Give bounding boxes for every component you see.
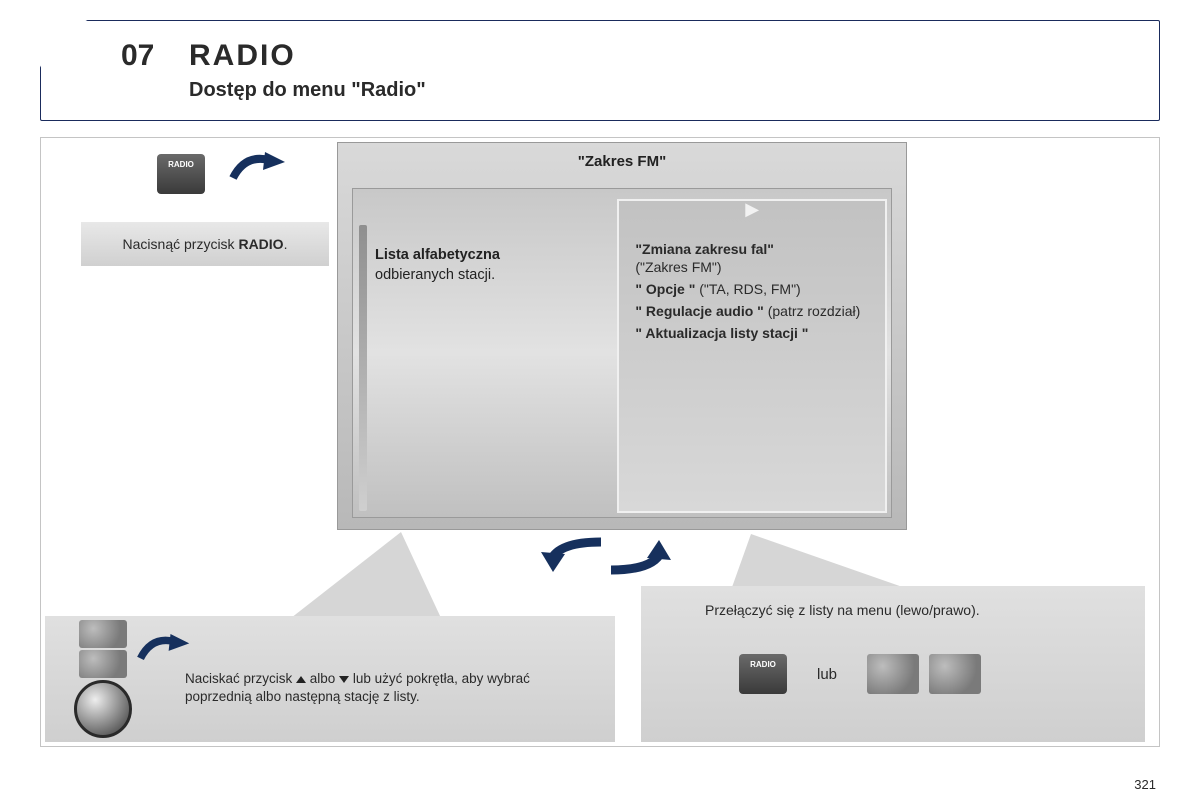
- opt4-bold: " Aktualizacja listy stacji ": [635, 325, 808, 341]
- left-panel-plain: odbieranych stacji.: [375, 267, 495, 283]
- c1-b: albo: [310, 671, 339, 686]
- section-number: 07: [121, 39, 154, 73]
- c1-a: Naciskać przycisk: [185, 671, 296, 686]
- page-subtitle: Dostęp do menu "Radio": [189, 79, 1135, 102]
- callout-switch-text: Przełączyć się z listy na menu (lewo/pra…: [705, 602, 980, 618]
- left-panel-bold: Lista alfabetyczna: [375, 247, 500, 263]
- callout-switch: Przełączyć się z listy na menu (lewo/pra…: [641, 586, 1145, 742]
- page-number: 321: [1134, 777, 1156, 792]
- button-icon: [79, 620, 127, 648]
- screen-title: "Zakres FM": [352, 153, 892, 170]
- screen-inner: Lista alfabetyczna odbieranych stacji. ▶…: [352, 188, 892, 518]
- left-button-icon: [867, 654, 919, 694]
- instruction-press-radio: Nacisnąć przycisk RADIO.: [81, 222, 329, 266]
- callout-pointer-icon: [291, 532, 451, 622]
- callout-dial: Naciskać przycisk albo lub użyć pokrętła…: [45, 616, 615, 742]
- controls-illustration: [73, 620, 133, 738]
- opt3-plain: (patrz rozdział): [768, 303, 861, 319]
- instr1-suffix: .: [284, 236, 288, 252]
- opt2-bold: " Opcje ": [635, 281, 699, 297]
- dial-icon: [74, 680, 132, 738]
- arrow-icon: [229, 152, 285, 184]
- triangle-down-icon: [339, 676, 349, 683]
- opt1-bold: "Zmiana zakresu fal": [635, 241, 774, 257]
- radio-button-label: RADIO: [168, 160, 194, 169]
- arrow-icon: [133, 634, 193, 664]
- button-icon: [79, 650, 127, 678]
- station-list-panel: Lista alfabetyczna odbieranych stacji.: [353, 189, 617, 517]
- header-box: 07 RADIO Dostęp do menu "Radio": [40, 20, 1160, 121]
- radio-button-icon: RADIO: [157, 154, 205, 194]
- triangle-up-icon: [296, 676, 306, 683]
- callout-dial-text: Naciskać przycisk albo lub użyć pokrętła…: [185, 670, 585, 706]
- opt2-plain: ("TA, RDS, FM"): [699, 281, 800, 297]
- instr1-prefix: Nacisnąć przycisk: [123, 236, 239, 252]
- main-diagram: RADIO Nacisnąć przycisk RADIO. "Zakres F…: [40, 137, 1160, 747]
- switch-arrows-icon: [531, 536, 681, 576]
- opt1-sub: ("Zakres FM"): [635, 259, 721, 275]
- radio-button-icon: RADIO: [739, 654, 787, 694]
- page-title: RADIO: [189, 39, 1135, 73]
- right-button-icon: [929, 654, 981, 694]
- play-icon: ▶: [745, 199, 759, 220]
- instr1-bold: RADIO: [238, 236, 283, 252]
- screen-mockup: "Zakres FM" Lista alfabetyczna odbierany…: [337, 142, 907, 530]
- menu-panel: ▶ "Zmiana zakresu fal" ("Zakres FM") " O…: [617, 199, 887, 513]
- radio-button-label: RADIO: [750, 660, 776, 669]
- opt3-bold: " Regulacje audio ": [635, 303, 767, 319]
- callout-pointer-icon: [731, 534, 911, 594]
- or-label: lub: [817, 666, 837, 683]
